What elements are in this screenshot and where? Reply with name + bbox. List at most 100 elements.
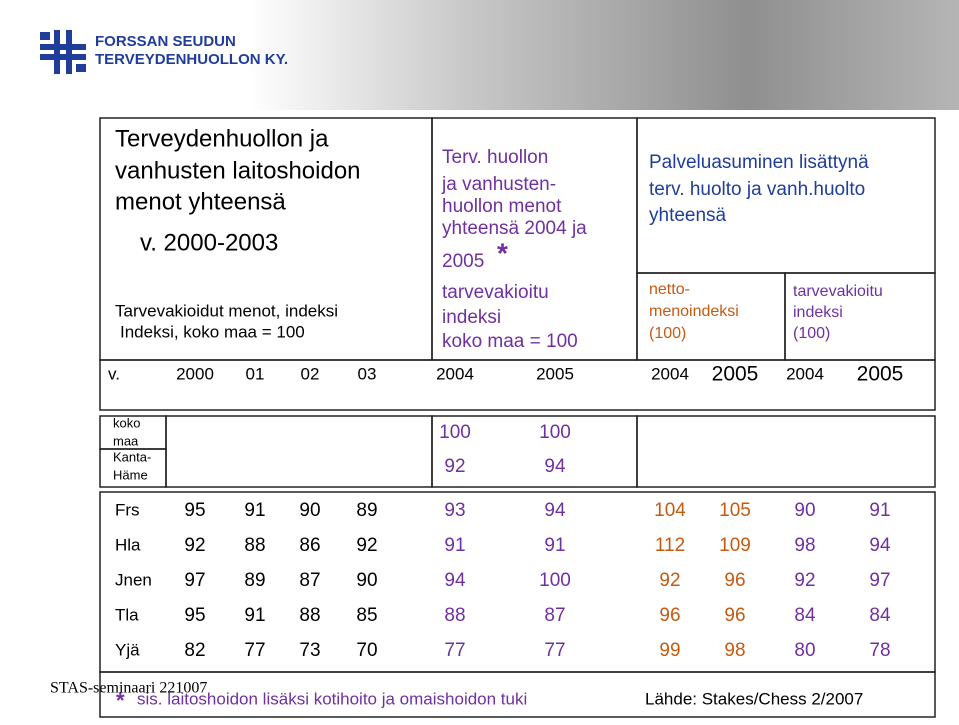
cell-value: 97 [869,570,890,591]
left-title: v. 2000-2003 [140,229,278,256]
cell-value: 84 [869,605,891,626]
header-photo [250,0,959,110]
middle-title: ja vanhusten- [441,174,556,195]
star: * [497,237,508,268]
cell-value: 105 [719,500,751,521]
cell-value: 88 [244,535,265,556]
cell-value: 88 [444,605,465,626]
ref-label: Häme [113,467,148,482]
footer-box [99,671,936,718]
right-title: terv. huolto ja vanh.huolto [649,179,865,200]
cell-value: 96 [659,605,680,626]
sub-left: (100) [649,325,686,342]
row-label: Hla [115,535,141,554]
year-label: 2004 [436,364,474,383]
year-label: v. [108,364,120,383]
cell-value: 77 [244,640,265,661]
middle-title: huollon menot [442,196,562,217]
ref-label: maa [113,433,139,448]
cell-value: 100 [539,570,571,591]
cell-value: 77 [444,640,465,661]
ref-label: koko [113,415,140,430]
cell-value: 94 [444,570,466,591]
year-label: 2004 [786,364,824,383]
sub-right: indeksi [793,304,843,321]
cell-value: 90 [356,570,377,591]
sub-left: menoindeksi [649,303,739,320]
cell-value: 91 [244,500,265,521]
cell-value: 95 [184,605,205,626]
cell-value: 98 [794,535,815,556]
row-label: Frs [115,500,140,519]
row-label: Tla [115,605,139,624]
year-row-box [99,359,936,411]
cell-value: 99 [659,640,680,661]
cell-value: 97 [184,570,205,591]
right-title: yhteensä [649,205,727,226]
cell-value: 94 [544,500,566,521]
ref-value: 92 [444,456,465,477]
cell-value: 70 [356,640,377,661]
cell-value: 85 [356,605,377,626]
right-title: Palveluasuminen lisättynä [649,152,869,173]
cell-value: 84 [794,605,816,626]
sub-right: (100) [793,325,830,342]
cell-value: 90 [794,500,815,521]
cell-value: 87 [299,570,320,591]
year-label: 01 [246,364,265,383]
sub-left: netto- [649,281,690,298]
cell-value: 92 [659,570,680,591]
middle-subtitle: indeksi [442,307,501,328]
cell-value: 90 [299,500,320,521]
cell-value: 88 [299,605,320,626]
ref-value: 100 [539,422,571,443]
cell-value: 89 [356,500,377,521]
middle-subtitle: tarvevakioitu [442,282,549,303]
left-subtitle: Indeksi, koko maa = 100 [120,322,305,341]
cell-value: 86 [299,535,320,556]
middle-subtitle: koko maa = 100 [442,331,578,352]
cell-value: 73 [299,640,320,661]
cell-value: 77 [544,640,565,661]
cell-value: 92 [184,535,205,556]
middle-title: 2005 [442,251,484,272]
cell-value: 95 [184,500,205,521]
year-label: 02 [301,364,320,383]
year-label: 2004 [651,364,689,383]
ref-label: Kanta- [113,449,151,464]
row-label: Yjä [115,640,140,659]
left-title: vanhusten laitoshoidon [115,157,361,184]
cell-value: 89 [244,570,265,591]
left-subtitle: Tarvevakioidut menot, indeksi [115,301,338,320]
cell-value: 80 [794,640,815,661]
cell-value: 112 [655,535,685,556]
cell-value: 91 [869,500,890,521]
row-label: Jnen [115,570,152,589]
cell-value: 92 [794,570,815,591]
cell-value: 98 [724,640,745,661]
org-name: FORSSAN SEUDUN [95,33,236,50]
cell-value: 104 [654,500,686,521]
cell-value: 109 [719,535,751,556]
year-label: 2000 [176,364,214,383]
cell-value: 94 [869,535,891,556]
middle-title: Terv. huollon [442,147,548,168]
cell-value: 91 [244,605,265,626]
cell-value: 96 [724,570,745,591]
cell-value: 87 [544,605,565,626]
source: Lähde: Stakes/Chess 2/2007 [645,689,863,708]
org-name: TERVEYDENHUOLLON KY. [95,51,288,68]
left-title: Terveydenhuollon ja [115,125,329,152]
ref-value: 94 [544,456,566,477]
year-label: 2005 [712,363,759,386]
year-label: 2005 [857,363,904,386]
cell-value: 96 [724,605,745,626]
sub-right: tarvevakioitu [793,283,883,300]
logo [40,30,86,74]
cell-value: 93 [444,500,465,521]
star: * [116,688,125,713]
left-title: menot yhteensä [115,188,286,215]
year-label: 03 [358,364,377,383]
cell-value: 82 [184,640,205,661]
